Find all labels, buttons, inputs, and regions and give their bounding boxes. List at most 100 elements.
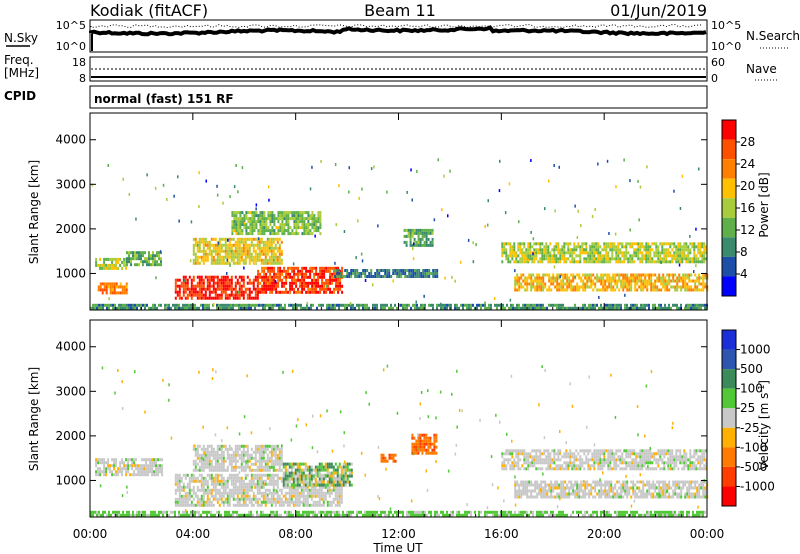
nsky-frame <box>89 19 708 53</box>
power-panel: 1000 2000 3000 4000 Slant Range [km] 4 8 12 16… <box>27 112 771 311</box>
nave-tick-bottom: 0 <box>711 72 718 85</box>
colorbar-tick-label: 500 <box>740 362 763 376</box>
colorbar-swatch <box>722 486 736 506</box>
power-region-9 <box>501 242 708 264</box>
y-tick-label: 1000 <box>55 266 86 280</box>
nsky-label: N.Sky <box>4 31 38 45</box>
freq-label-2: [MHz] <box>4 66 39 80</box>
y-tick-label: 3000 <box>55 384 86 398</box>
cpid-label: CPID <box>4 89 36 103</box>
velocity-region-6 <box>501 449 708 471</box>
nsearch-trace <box>90 23 704 29</box>
nsky-panel: N.Sky 10^5 10^0 10^5 10^0 N.Search <box>4 19 800 53</box>
power-region-8 <box>403 228 434 247</box>
power-x-ticks <box>89 113 708 310</box>
colorbar-tick-label: 1000 <box>740 343 771 357</box>
colorbar-tick-label: 28 <box>740 135 755 149</box>
y-tick-label: 3000 <box>55 177 86 191</box>
power-region-11 <box>90 303 708 310</box>
y-tick-label: 2000 <box>55 429 86 443</box>
x-tick-label: 16:00 <box>484 527 519 541</box>
power-region-10 <box>514 273 709 292</box>
beam-title: Beam 11 <box>364 1 436 20</box>
velocity-colorbar: 1000 500 100 25 -25 -100 -500 -1000 <box>721 329 775 507</box>
colorbar-tick-label: 4 <box>740 267 748 281</box>
colorbar-swatch <box>722 120 736 140</box>
velocity-region-3 <box>282 462 353 487</box>
cpid-frame <box>89 85 708 109</box>
power-region-4 <box>257 266 344 294</box>
nave-tick-top: 60 <box>711 56 725 69</box>
power-region-6 <box>231 211 322 236</box>
velocity-ylabel: Slant Range [km] <box>27 367 41 471</box>
power-region-1 <box>126 251 162 267</box>
colorbar-tick-label: -500 <box>740 460 767 474</box>
x-tick-label: 04:00 <box>176 527 211 541</box>
colorbar-swatch <box>722 198 736 218</box>
colorbar-tick-label: -100 <box>740 440 767 454</box>
colorbar-swatch <box>722 159 736 179</box>
velocity-region-4 <box>380 453 397 463</box>
x-axis-label: Time UT <box>372 541 423 554</box>
colorbar-tick-label: 100 <box>740 382 763 396</box>
power-region-0 <box>95 257 128 270</box>
power-data <box>90 158 709 310</box>
y-tick-label: 2000 <box>55 222 86 236</box>
colorbar-tick-label: 24 <box>740 157 755 171</box>
colorbar-frame <box>721 329 737 507</box>
velocity-region-1 <box>174 473 343 507</box>
freq-tick-top: 18 <box>72 56 86 69</box>
power-region-2 <box>97 282 128 295</box>
power-colorbar: 4 8 12 16 20 24 28 <box>721 119 755 297</box>
x-tick-label: 20:00 <box>587 527 622 541</box>
colorbar-swatch <box>722 388 736 409</box>
colorbar-swatch <box>722 447 736 467</box>
velocity-colorbar-label: Velocity [m s-1] <box>757 380 772 470</box>
nave-label: Nave <box>746 62 777 76</box>
power-scatter <box>91 158 700 308</box>
colorbar-swatch <box>722 369 736 389</box>
velocity-y-ticks: 1000 2000 3000 4000 <box>55 340 707 487</box>
colorbar-swatch <box>722 256 736 277</box>
nsky-traces <box>89 23 707 51</box>
colorbar-tick-label: 20 <box>740 179 755 193</box>
freq-tick-bottom: 8 <box>79 72 86 85</box>
colorbar-swatch <box>722 178 736 199</box>
velocity-scatter <box>99 364 705 513</box>
velocity-region-0 <box>95 458 164 477</box>
colorbar-swatch <box>722 466 736 487</box>
y-tick-label: 4000 <box>55 133 86 147</box>
y-tick-label: 1000 <box>55 473 86 487</box>
velocity-data <box>90 364 709 517</box>
colorbar-swatch <box>722 276 736 296</box>
colorbar-swatch <box>722 330 736 350</box>
colorbar-swatch <box>722 139 736 160</box>
colorbar-tick-label: 25 <box>740 401 755 415</box>
nsky-tick-bottom: 10^0 <box>56 40 86 53</box>
freq-label-1: Freq. <box>4 53 34 67</box>
velocity-region-2 <box>192 444 283 472</box>
power-region-3 <box>174 275 259 300</box>
date-title: 01/Jun/2019 <box>610 1 707 20</box>
nsearch-tick-bottom: 10^0 <box>711 40 741 53</box>
colorbar-swatch <box>722 349 736 370</box>
cpid-value: normal (fast) 151 RF <box>94 92 234 106</box>
x-tick-label: 12:00 <box>381 527 416 541</box>
colorbar-swatch <box>722 217 736 238</box>
power-ylabel: Slant Range [km] <box>27 160 41 264</box>
velocity-region-8 <box>90 510 706 517</box>
freq-frame <box>89 56 708 82</box>
nsearch-label: N.Search <box>746 29 800 43</box>
velocity-panel: 1000 2000 3000 4000 Slant Range [km] 1000 50… <box>27 319 775 518</box>
x-tick-label: 00:00 <box>73 527 108 541</box>
colorbar-tick-label: -25 <box>740 421 760 435</box>
power-colorbar-label: Power [dB] <box>757 172 771 237</box>
velocity-x-ticks <box>89 320 708 517</box>
colorbar-tick-label: 8 <box>740 245 748 259</box>
colorbar-swatch <box>722 237 736 257</box>
station-title: Kodiak (fitACF) <box>90 1 208 20</box>
x-tick-label: 08:00 <box>278 527 313 541</box>
nsky-tick-top: 10^5 <box>56 19 86 32</box>
freq-panel: Freq. [MHz] 18 8 60 0 Nave <box>4 53 778 85</box>
